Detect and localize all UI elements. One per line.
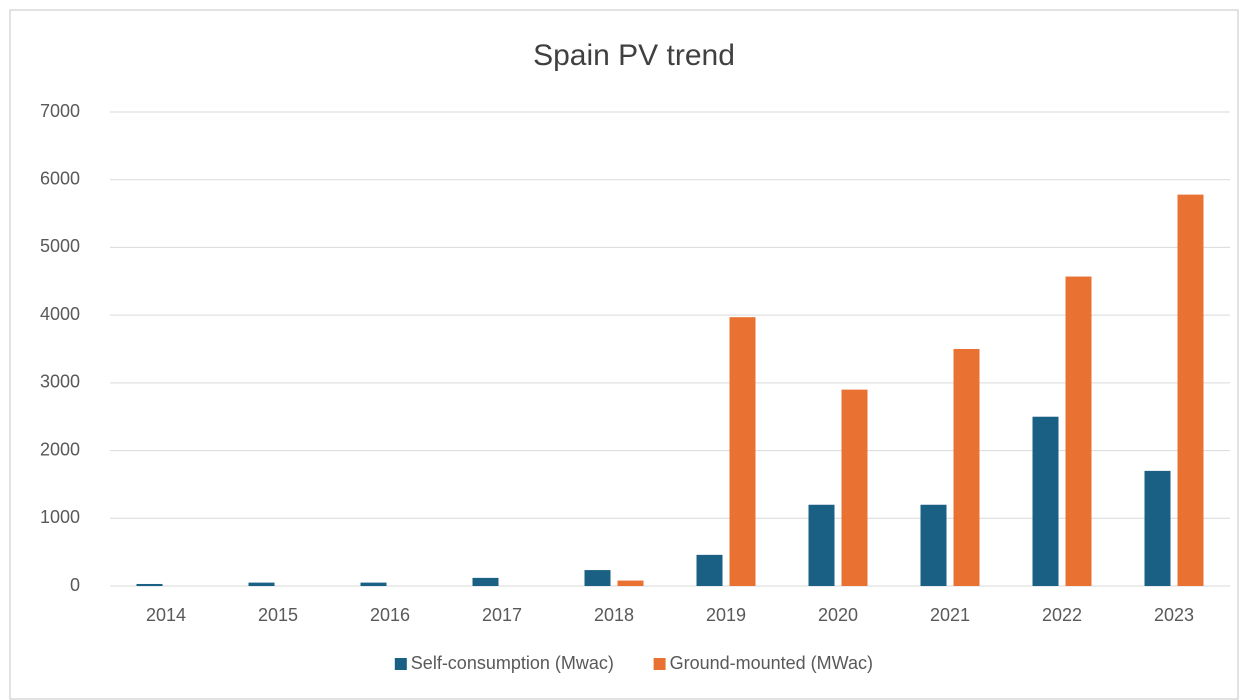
bar <box>617 580 644 586</box>
bar <box>584 570 611 586</box>
chart-frame <box>9 9 1239 700</box>
x-tick-label: 2016 <box>370 605 410 625</box>
x-tick-label: 2015 <box>258 605 298 625</box>
bar <box>136 583 163 586</box>
y-tick-label: 6000 <box>40 168 80 188</box>
bar <box>1144 470 1171 586</box>
bar <box>1177 194 1204 586</box>
y-tick-label: 3000 <box>40 372 80 392</box>
chart-title: Spain PV trend <box>533 39 735 72</box>
bar <box>953 349 980 586</box>
y-tick-label: 0 <box>70 575 80 595</box>
legend-swatch <box>653 658 666 670</box>
x-tick-label: 2022 <box>1042 605 1082 625</box>
bar <box>248 582 275 586</box>
x-tick-label: 2023 <box>1154 605 1194 625</box>
y-tick-label: 5000 <box>40 236 80 256</box>
bar <box>808 504 835 586</box>
legend-label: Ground-mounted (MWac) <box>670 653 873 673</box>
bar <box>696 554 723 586</box>
bar <box>1032 416 1059 586</box>
bar <box>360 582 387 586</box>
y-tick-label: 4000 <box>40 304 80 324</box>
x-tick-label: 2018 <box>594 605 634 625</box>
legend-swatch <box>394 658 407 670</box>
x-tick-label: 2020 <box>818 605 858 625</box>
x-tick-label: 2017 <box>482 605 522 625</box>
bar <box>841 389 868 586</box>
legend-label: Self-consumption (Mwac) <box>411 653 614 673</box>
y-tick-label: 2000 <box>40 439 80 459</box>
bar <box>920 504 947 586</box>
y-tick-label: 7000 <box>40 101 80 121</box>
bar <box>472 577 499 586</box>
x-tick-label: 2021 <box>930 605 970 625</box>
y-tick-label: 1000 <box>40 507 80 527</box>
bar <box>1065 276 1092 586</box>
x-tick-label: 2014 <box>146 605 186 625</box>
x-tick-label: 2019 <box>706 605 746 625</box>
bar <box>729 317 756 586</box>
